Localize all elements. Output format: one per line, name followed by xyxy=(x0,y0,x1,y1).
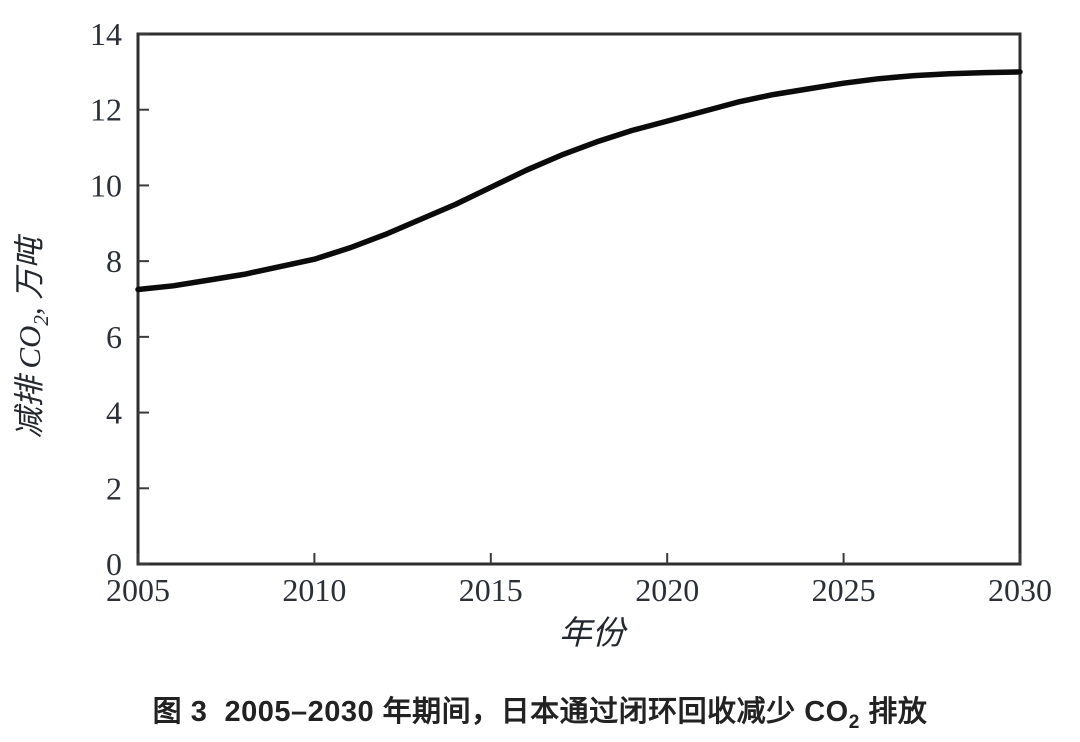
y-tick-label: 8 xyxy=(106,243,122,279)
y-axis-label-text: 减排 CO xyxy=(12,326,47,439)
x-tick-label: 2005 xyxy=(106,572,170,608)
x-tick-label: 2025 xyxy=(812,572,876,608)
caption-subscript: 2 xyxy=(848,711,860,733)
y-axis-label: 减排 CO2, 万吨 xyxy=(12,234,53,439)
y-tick-label: 0 xyxy=(106,546,122,582)
caption-suffix: 排放 xyxy=(859,696,928,728)
plot-border xyxy=(136,32,1022,566)
co2-reduction-line-chart: 0 2 4 6 8 10 12 14 2005 2010 2015 2020 2025 2030 减排 … xyxy=(12,16,1052,652)
x-tick-label: 2015 xyxy=(459,572,523,608)
co2-reduction-curve xyxy=(135,69,1023,293)
y-tick-label: 12 xyxy=(90,92,122,128)
x-tick-label: 2010 xyxy=(282,572,346,608)
y-tick-label: 14 xyxy=(90,16,122,52)
caption-text: 图 3 2005–2030 年期间，日本通过闭环回收减少 CO xyxy=(152,696,849,728)
y-tick-label: 10 xyxy=(90,167,122,203)
y-tick-label: 6 xyxy=(106,319,122,355)
x-axis-ticks: 2005 2010 2015 2020 2025 2030 xyxy=(106,553,1052,608)
y-axis-label-subscript: 2 xyxy=(29,315,53,326)
y-axis-ticks: 0 2 4 6 8 10 12 14 xyxy=(90,16,149,582)
x-tick-label: 2020 xyxy=(635,572,699,608)
figure-caption: 图 3 2005–2030 年期间，日本通过闭环回收减少 CO2 排放 xyxy=(0,688,1080,733)
x-axis-label: 年份 xyxy=(559,616,628,652)
y-axis-label-unit: , 万吨 xyxy=(12,234,47,315)
y-tick-label: 4 xyxy=(106,395,122,431)
y-tick-label: 2 xyxy=(106,470,122,506)
x-tick-label: 2030 xyxy=(988,572,1052,608)
